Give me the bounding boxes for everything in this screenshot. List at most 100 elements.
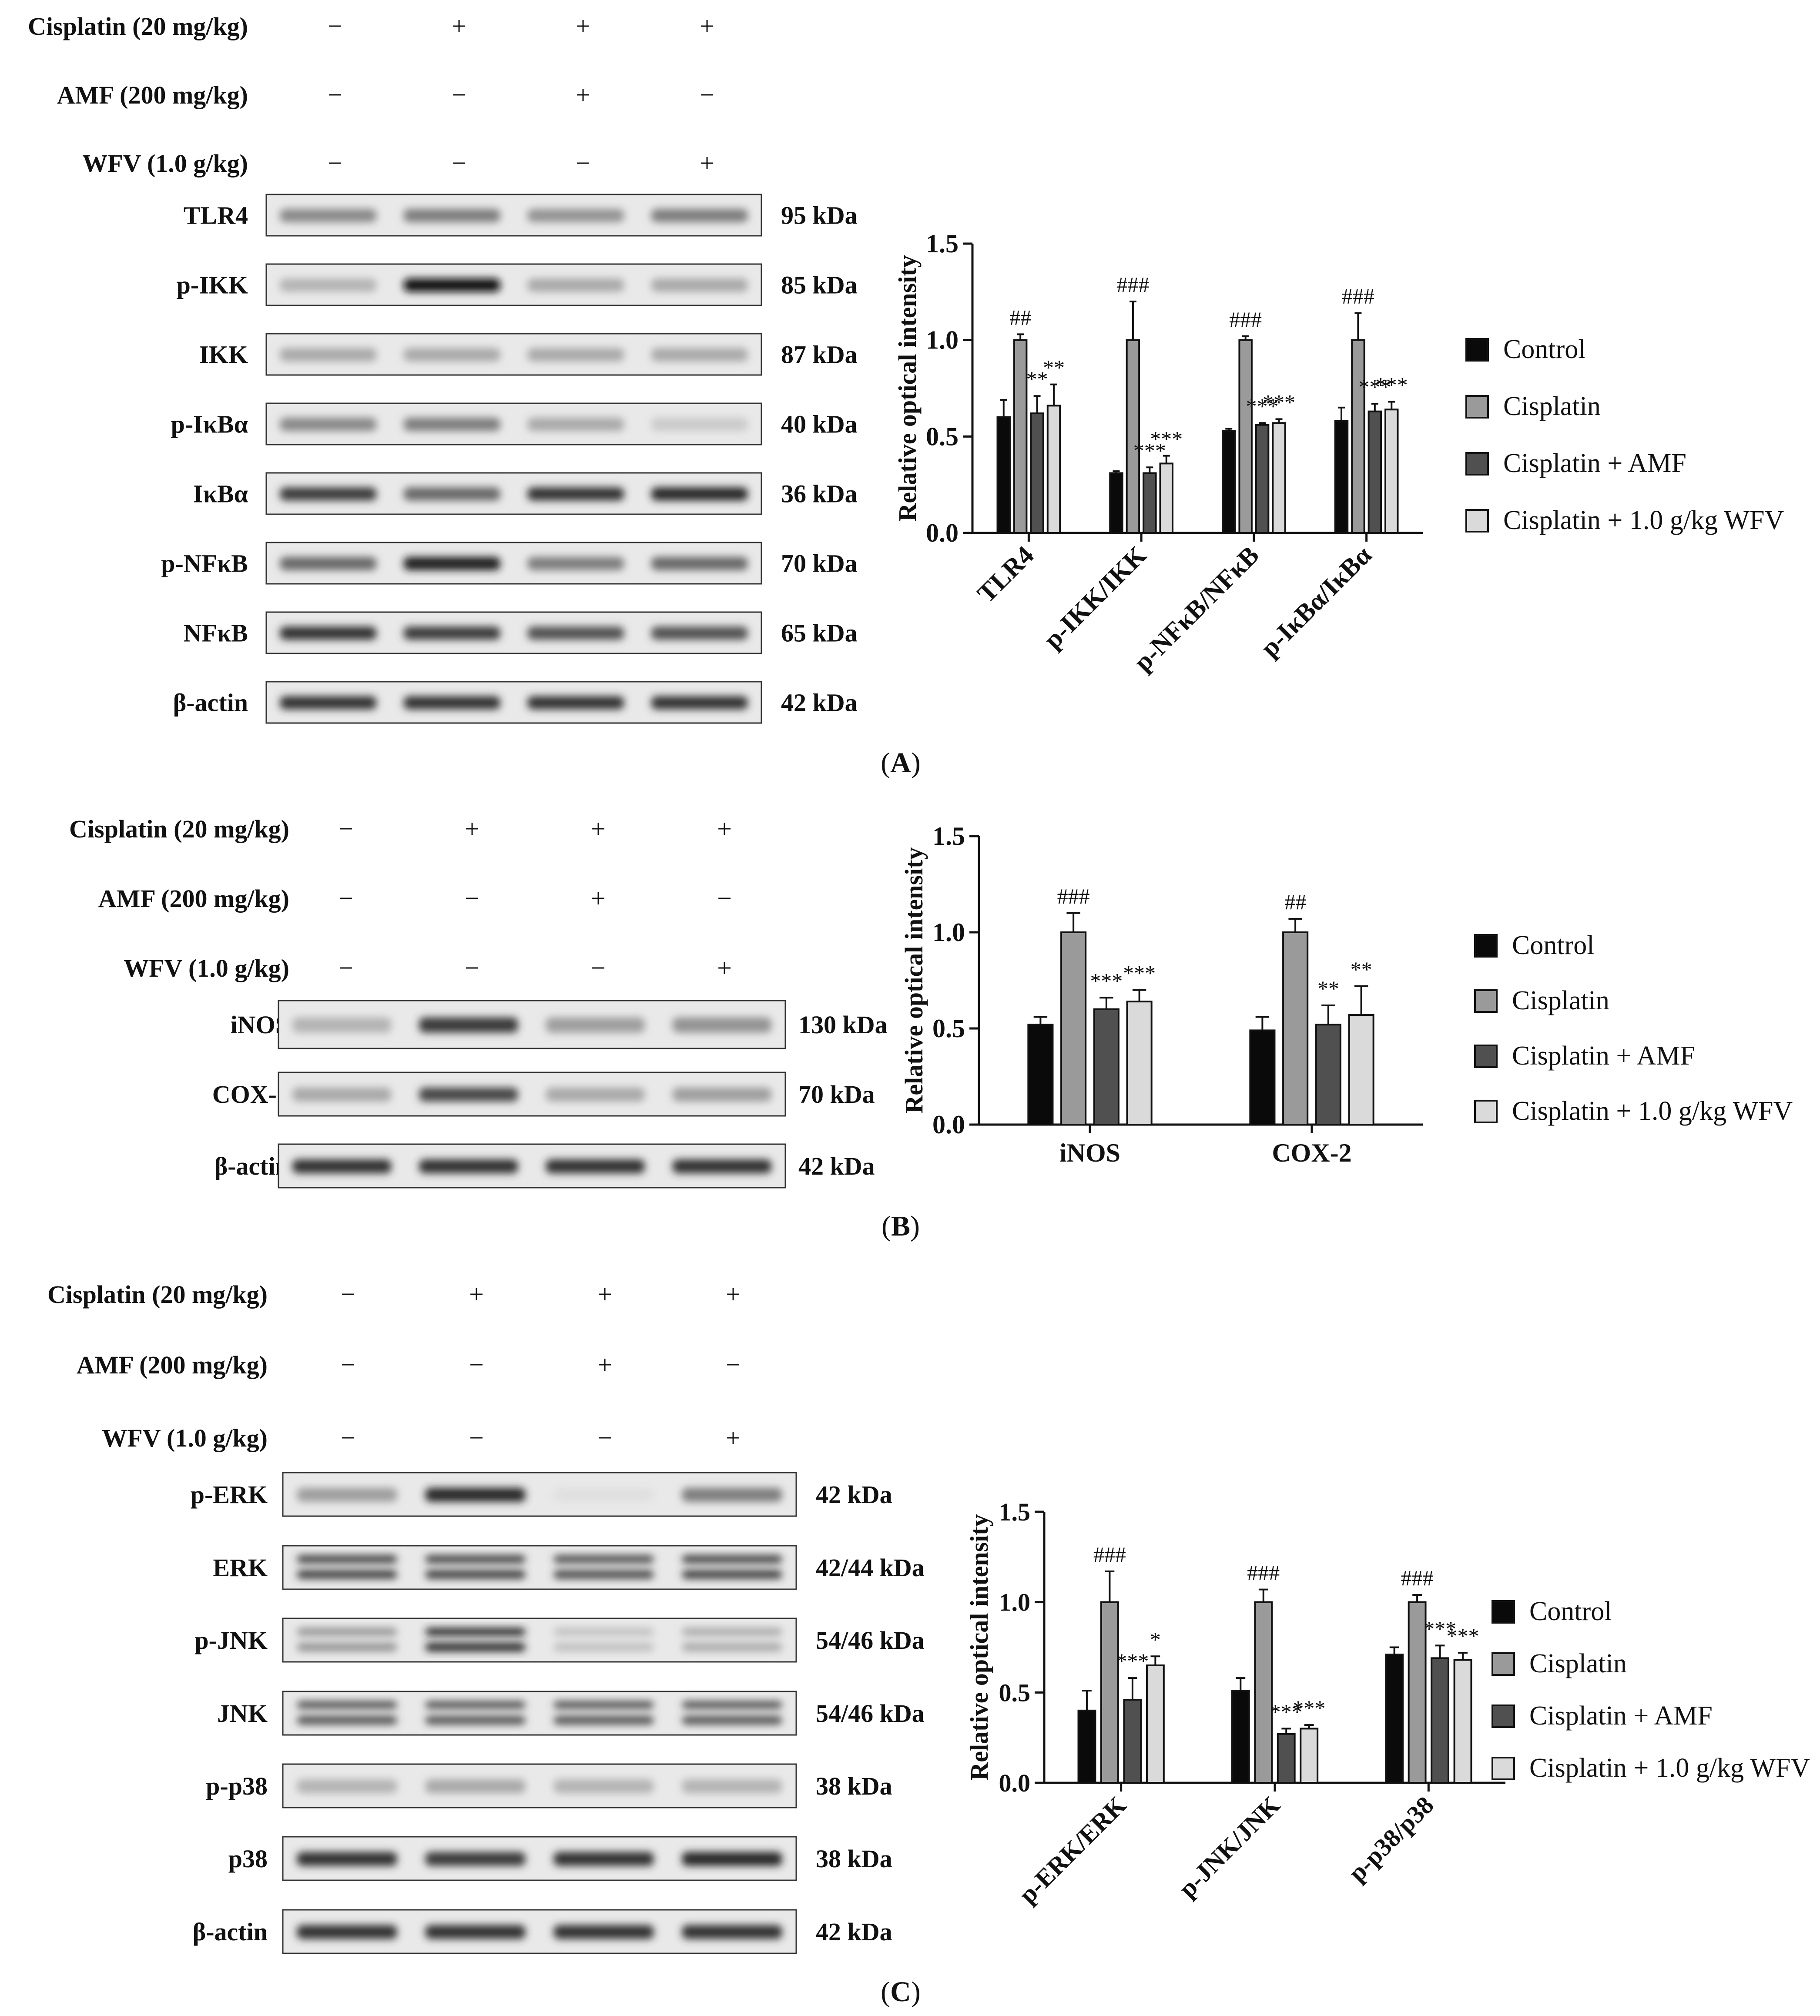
blot-band — [553, 1779, 654, 1793]
blot-band — [297, 1716, 397, 1725]
blot-band — [682, 1570, 782, 1579]
treatment-mark: + — [717, 954, 732, 982]
bar-control-p-ikk-ikk — [1109, 472, 1123, 534]
blot-strip-p38 — [282, 1836, 797, 1881]
significance-mark: *** — [1246, 394, 1279, 418]
bar-control-cox-2 — [1249, 1029, 1276, 1125]
blot-label: JNK — [217, 1699, 268, 1728]
legend-label: Cisplatin — [1503, 392, 1601, 421]
blot-band — [682, 1852, 782, 1866]
blot-band — [297, 1628, 397, 1636]
significance-mark: ### — [1401, 1566, 1434, 1590]
significance-mark: ** — [1026, 367, 1048, 391]
bar-control-inos — [1027, 1024, 1054, 1125]
significance-mark: ### — [1116, 272, 1149, 297]
treatment-label: Cisplatin (20 mg/kg) — [28, 12, 248, 40]
blot-band — [527, 418, 624, 431]
molecular-weight-label: 130 kDa — [798, 1011, 888, 1039]
blot-band — [297, 1643, 397, 1651]
bar-cisplatin-p-nf-b-nf-b — [1238, 339, 1253, 534]
significance-mark: *** — [1263, 390, 1295, 414]
significance-mark: ### — [1229, 307, 1262, 332]
x-tick-label: p-IκBα/IκBα — [1255, 541, 1377, 663]
blot-label: COX-2 — [212, 1080, 289, 1108]
molecular-weight-label: 65 kDa — [781, 619, 858, 647]
blot-label: p-ERK — [191, 1480, 268, 1509]
panel-caption: (A) — [881, 747, 921, 779]
bar-cisplatin-1-0-g-kg-wfv-p-p38-p38 — [1453, 1659, 1472, 1784]
bar-cisplatin-tlr4 — [1013, 339, 1028, 534]
significance-mark: *** — [1375, 373, 1408, 397]
legend: Control Cisplatin Cisplatin + AMF Cisplatin… — [1465, 335, 1784, 535]
blot-band — [425, 1628, 526, 1636]
blot-band — [403, 418, 500, 431]
blot-band — [546, 1159, 645, 1173]
blot-band — [527, 557, 624, 570]
blot-band — [527, 209, 624, 222]
blot-band — [425, 1925, 526, 1939]
blot-label: p-p38 — [206, 1772, 268, 1800]
legend-swatch-control — [1492, 1600, 1515, 1624]
molecular-weight-label: 36 kDa — [781, 480, 858, 508]
panel-caption: (B) — [882, 1210, 920, 1242]
y-tick-label: 0.5 — [926, 422, 959, 451]
significance-mark: ** — [1043, 355, 1065, 380]
treatment-mark: − — [576, 149, 590, 177]
molecular-weight-label: 42/44 kDa — [816, 1554, 925, 1582]
figure-layer: Cisplatin (20 mg/kg) − + + + AMF (200 mg/kg) −… — [28, 12, 1810, 2008]
legend-label: Cisplatin — [1529, 1649, 1627, 1678]
treatment-mark: + — [700, 12, 714, 40]
blot-band — [280, 278, 377, 292]
treatment-mark: − — [339, 884, 353, 913]
bar-cisplatin-p-jnk-jnk — [1254, 1601, 1273, 1784]
legend: Control Cisplatin Cisplatin + AMF Cisplatin… — [1492, 1597, 1810, 1783]
treatment-mark: − — [597, 1423, 612, 1452]
legend-swatch-cisplatin-1-0-g-kg-wfv — [1492, 1757, 1515, 1780]
molecular-weight-label: 38 kDa — [816, 1772, 892, 1800]
legend-label: Control — [1503, 335, 1585, 364]
treatment-label: Cisplatin (20 mg/kg) — [47, 1280, 268, 1309]
blot-band — [682, 1779, 782, 1793]
blot-band — [425, 1716, 526, 1725]
blot-band — [425, 1701, 526, 1709]
bar-cisplatin-inos — [1060, 931, 1087, 1125]
significance-mark: ## — [1284, 890, 1306, 914]
legend-swatch-cisplatin — [1492, 1652, 1515, 1676]
significance-mark: *** — [1447, 1624, 1479, 1648]
blot-band — [403, 487, 500, 501]
legend-swatch-cisplatin-amf — [1474, 1045, 1498, 1068]
blot-band — [672, 1159, 771, 1173]
molecular-weight-label: 70 kDa — [781, 549, 858, 578]
treatment-mark: − — [341, 1423, 355, 1452]
treatment-mark: − — [341, 1350, 355, 1379]
treatment-label: AMF (200 mg/kg) — [57, 81, 248, 109]
legend-swatch-control — [1465, 338, 1489, 362]
legend-label: Cisplatin + 1.0 g/kg WFV — [1512, 1096, 1793, 1126]
molecular-weight-label: 54/46 kDa — [816, 1626, 925, 1654]
blot-band — [403, 557, 500, 570]
y-tick-label: 1.5 — [932, 822, 965, 851]
blot-strip-p-i-b — [265, 402, 762, 445]
x-tick-label: COX-2 — [1272, 1139, 1351, 1167]
blot-band — [553, 1925, 654, 1939]
blot-strip-ikk — [265, 333, 762, 376]
blot-panel-a: Cisplatin (20 mg/kg) − + + + AMF (200 mg/kg) −… — [28, 12, 921, 779]
blot-strip-p-erk — [282, 1472, 797, 1517]
blot-label: p-IKK — [177, 271, 248, 299]
x-tick-label: p-p38/p38 — [1343, 1791, 1439, 1887]
molecular-weight-label: 85 kDa — [781, 271, 858, 299]
bar-cisplatin-1-0-g-kg-wfv-p-jnk-jnk — [1300, 1728, 1319, 1784]
bar-cisplatin-p-erk-erk — [1100, 1601, 1119, 1784]
y-axis-label: Relative optical intensity — [900, 847, 928, 1113]
treatment-mark: − — [465, 954, 479, 982]
blot-label: p38 — [228, 1845, 268, 1873]
blot-strip-p-nf-b — [265, 542, 762, 585]
blot-strip-tlr4 — [265, 194, 762, 237]
blot-band — [403, 348, 500, 362]
bar-cisplatin-1-0-g-kg-wfv-p-i-b-i-b — [1384, 409, 1399, 534]
blot-label: β-actin — [173, 689, 248, 717]
blot-band — [651, 626, 748, 640]
blot-band — [546, 1017, 645, 1033]
